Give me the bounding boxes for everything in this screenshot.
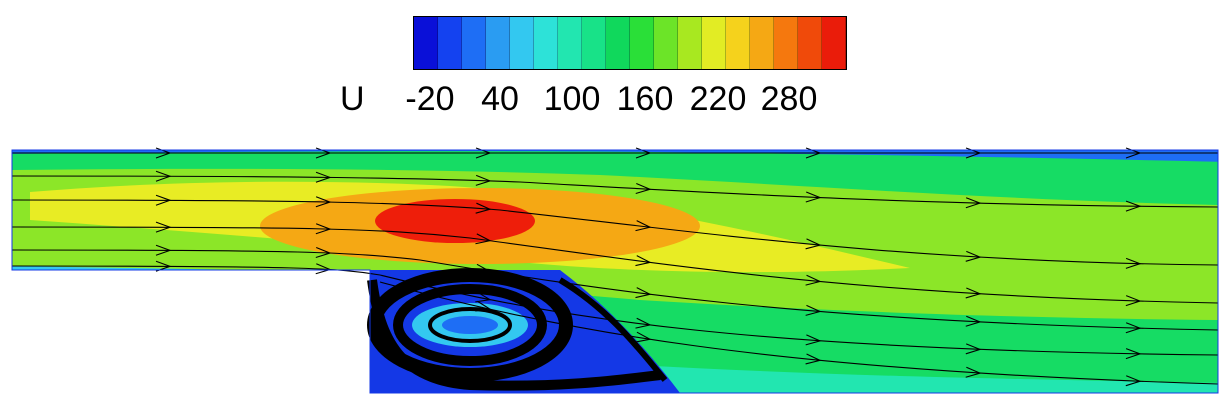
colorbar-swatch	[438, 17, 462, 69]
colorbar-swatch	[510, 17, 534, 69]
streamline-arrow	[1125, 257, 1142, 269]
streamline-arrow	[635, 220, 652, 232]
contour-band-top-wall	[12, 150, 1218, 162]
domain-outline	[11, 149, 1219, 394]
streamline-arrow	[805, 238, 822, 250]
streamline-arrow	[1125, 295, 1142, 307]
streamline-arrow	[1125, 375, 1142, 387]
colorbar-tick-labels: -20 40 100 160 220 280	[396, 80, 836, 120]
streamline-arrow	[965, 343, 982, 355]
streamline-arrow	[155, 194, 172, 206]
streamline-arrow	[635, 331, 652, 343]
streamline-arrow	[475, 263, 492, 275]
streamline	[11, 199, 1219, 266]
streamlines	[11, 147, 1219, 387]
streamline	[11, 175, 1219, 208]
colorbar-swatch	[486, 17, 510, 69]
colorbar-swatch	[630, 17, 654, 69]
colorbar-swatch	[606, 17, 630, 69]
colorbar-tick-label: 40	[481, 80, 519, 118]
streamline-arrow	[475, 300, 492, 312]
colorbar-tick-label: 100	[543, 80, 601, 118]
colorbar-swatch	[558, 17, 582, 69]
streamline-arrow	[805, 304, 822, 316]
colorbar-tick-label: 220	[689, 80, 747, 118]
colorbar-swatch	[798, 17, 822, 69]
colorbar-swatch	[654, 17, 678, 69]
streamline-arrow	[965, 287, 982, 299]
streamline-arrow	[475, 233, 492, 245]
streamline-arrow	[1125, 348, 1142, 360]
streamline-arrow	[965, 315, 982, 327]
streamline-arrow	[475, 174, 492, 186]
streamline-arrow	[315, 196, 332, 208]
streamline	[379, 281, 1219, 385]
streamline-arrow	[315, 223, 332, 235]
colorbar-swatch	[414, 17, 438, 69]
streamline-arrow	[805, 334, 822, 346]
streamline-arrow	[635, 183, 652, 195]
streamline-arrow	[635, 317, 652, 329]
streamline-arrow	[155, 221, 172, 233]
streamline-arrow	[475, 202, 492, 214]
colorbar-swatch	[702, 17, 726, 69]
streamline-arrow	[635, 287, 652, 299]
streamline-arrow	[805, 353, 822, 365]
streamline	[11, 265, 1219, 356]
streamline-arrow	[805, 274, 822, 286]
colorbar-tick-label: -20	[405, 80, 455, 118]
streamline-arrow	[315, 246, 332, 259]
colorbar-tick-label: 280	[760, 80, 818, 118]
colorbar-tick-label: 160	[616, 80, 674, 118]
streamline-arrow	[965, 366, 982, 378]
colorbar-variable-label: U	[340, 80, 365, 118]
colorbar-swatch	[750, 17, 774, 69]
colorbar-swatch	[678, 17, 702, 69]
colorbar-swatch	[534, 17, 558, 69]
streamline-arrow	[475, 291, 492, 303]
colorbar	[413, 16, 847, 70]
streamline-arrow	[805, 191, 822, 203]
streamline-arrow	[635, 255, 652, 267]
streamline-arrow	[1125, 322, 1142, 334]
streamline-arrow	[1125, 200, 1142, 212]
colorbar-swatch	[822, 17, 846, 69]
streamline	[11, 249, 1219, 331]
streamline-arrow	[155, 244, 172, 256]
colorbar-swatch	[774, 17, 798, 69]
streamline	[11, 226, 1219, 304]
streamline-arrow	[155, 170, 172, 182]
recirculation-eye	[442, 316, 498, 334]
colorbar-swatch	[726, 17, 750, 69]
streamline-arrow	[965, 197, 982, 209]
streamline-arrow	[965, 250, 982, 262]
colorbar-swatch	[582, 17, 606, 69]
streamline-arrow	[315, 171, 332, 183]
colorbar-swatch	[462, 17, 486, 69]
